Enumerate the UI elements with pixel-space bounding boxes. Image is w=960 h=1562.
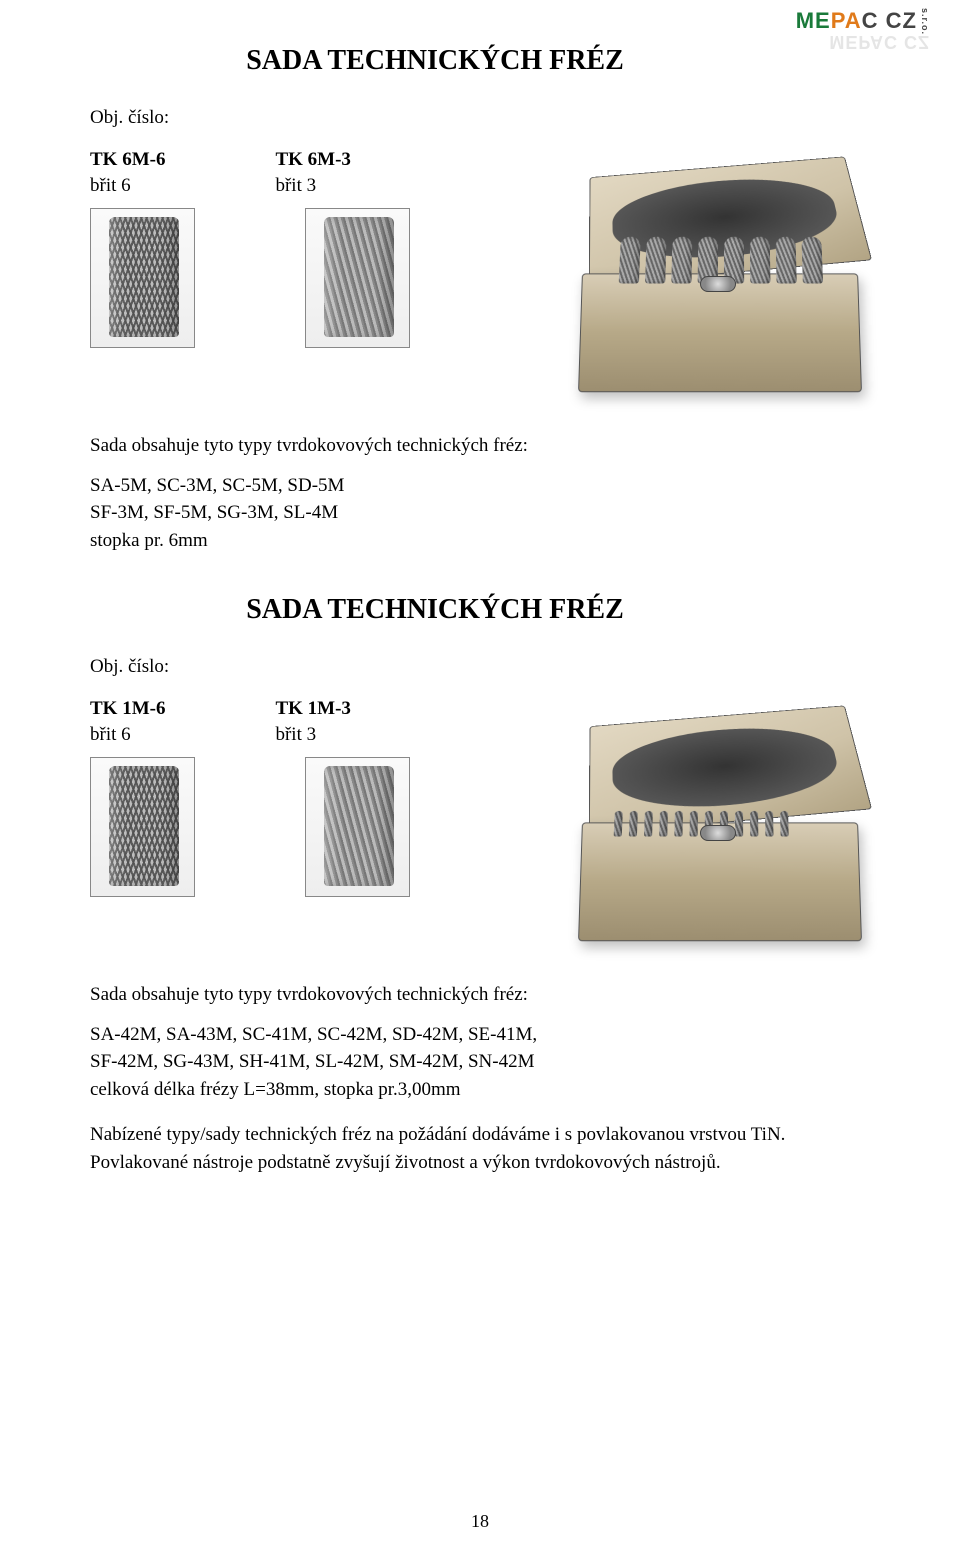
thumb-brit3-icon bbox=[305, 208, 410, 348]
wooden-box-small-icon bbox=[550, 696, 890, 951]
logo-reflection: MEPAC CZ bbox=[796, 31, 930, 52]
section2-line2: SF-42M, SG-43M, SH-41M, SL-42M, SM-42M, … bbox=[90, 1048, 890, 1076]
obj-label-1: Obj. číslo: bbox=[90, 107, 890, 129]
section2-title: SADA TECHNICKÝCH FRÉZ bbox=[210, 594, 660, 626]
thumb-brit6-icon bbox=[90, 757, 195, 897]
final-note-2: Povlakované nástroje podstatně zvyšují ž… bbox=[90, 1149, 890, 1177]
product-code: TK 6M-3 bbox=[275, 147, 350, 173]
section2-line1: SA-42M, SA-43M, SC-41M, SC-42M, SD-42M, … bbox=[90, 1021, 890, 1049]
codes-row-2: TK 1M-6 břit 6 TK 1M-3 břit 3 bbox=[90, 696, 410, 747]
page-number: 18 bbox=[0, 1511, 960, 1532]
section2-row: TK 1M-6 břit 6 TK 1M-3 břit 3 bbox=[90, 696, 890, 951]
product-sub: břit 6 bbox=[90, 722, 165, 748]
code-col-right-1: TK 6M-3 břit 3 bbox=[275, 147, 350, 198]
product-sub: břit 6 bbox=[90, 173, 165, 199]
product-sub: břit 3 bbox=[275, 722, 350, 748]
company-logo: MEPAC CZs.r.o. MEPAC CZ bbox=[796, 8, 930, 52]
code-col-left-1: TK 6M-6 břit 6 bbox=[90, 147, 165, 198]
product-code: TK 6M-6 bbox=[90, 147, 165, 173]
code-col-right-2: TK 1M-3 břit 3 bbox=[275, 696, 350, 747]
thumb-brit3-icon bbox=[305, 757, 410, 897]
wooden-box-large-icon bbox=[550, 147, 890, 402]
final-note-1: Nabízené typy/sady technických fréz na p… bbox=[90, 1121, 890, 1149]
section2-line3: celková délka frézy L=38mm, stopka pr.3,… bbox=[90, 1076, 890, 1104]
product-code: TK 1M-3 bbox=[275, 696, 350, 722]
obj-label-2: Obj. číslo: bbox=[90, 656, 890, 678]
code-col-left-2: TK 1M-6 břit 6 bbox=[90, 696, 165, 747]
section1-row: TK 6M-6 břit 6 TK 6M-3 břit 3 bbox=[90, 147, 890, 402]
thumbnails-2 bbox=[90, 757, 410, 897]
section1-line3: stopka pr. 6mm bbox=[90, 527, 890, 555]
product-code: TK 1M-6 bbox=[90, 696, 165, 722]
product-sub: břit 3 bbox=[275, 173, 350, 199]
section1-intro: Sada obsahuje tyto typy tvrdokovových te… bbox=[90, 432, 890, 460]
section1-line1: SA-5M, SC-3M, SC-5M, SD-5M bbox=[90, 472, 890, 500]
section1-title: SADA TECHNICKÝCH FRÉZ bbox=[210, 45, 660, 77]
thumbnails-1 bbox=[90, 208, 410, 348]
thumb-brit6-icon bbox=[90, 208, 195, 348]
codes-row-1: TK 6M-6 břit 6 TK 6M-3 břit 3 bbox=[90, 147, 410, 198]
section1-line2: SF-3M, SF-5M, SG-3M, SL-4M bbox=[90, 499, 890, 527]
section2-intro: Sada obsahuje tyto typy tvrdokovových te… bbox=[90, 981, 890, 1009]
